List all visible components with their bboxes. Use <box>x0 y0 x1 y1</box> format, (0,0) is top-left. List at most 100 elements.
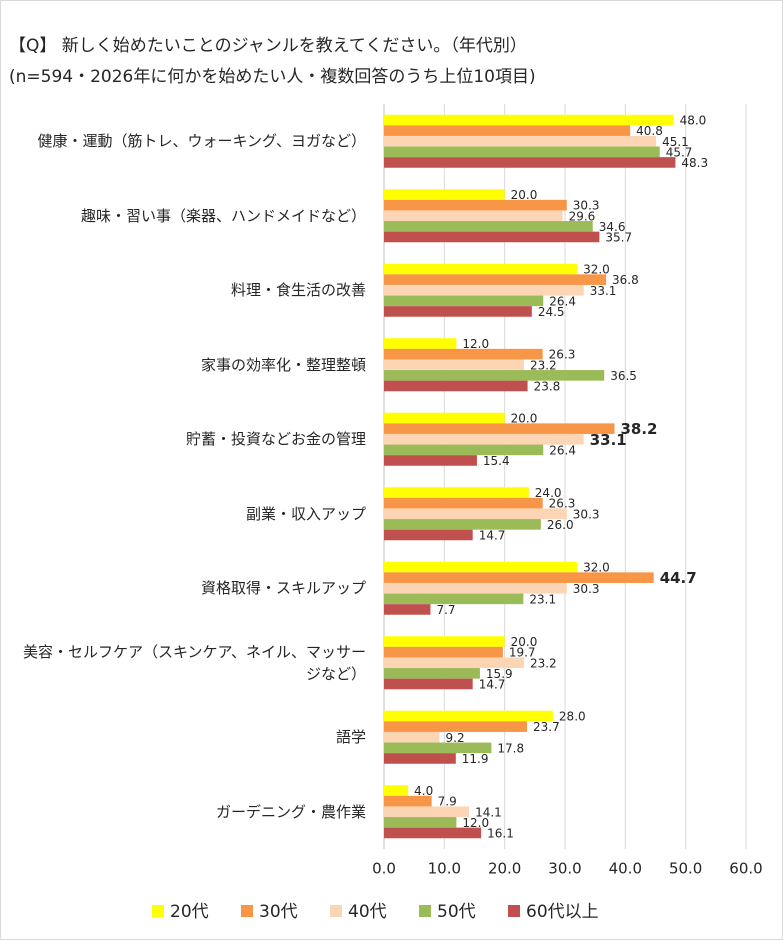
value-label: 19.7 <box>509 646 536 660</box>
value-label: 45.7 <box>666 145 693 159</box>
bar <box>384 359 524 371</box>
bar <box>384 274 607 285</box>
value-label: 15.4 <box>483 454 510 468</box>
bar <box>384 817 457 828</box>
value-label: 44.7 <box>660 569 697 587</box>
x-tick-label: 0.0 <box>372 860 396 878</box>
bar <box>384 370 605 381</box>
bar <box>384 189 505 200</box>
value-label: 14.7 <box>479 528 506 542</box>
value-label: 20.0 <box>511 412 538 426</box>
value-label: 12.0 <box>462 816 489 830</box>
bar <box>384 529 473 541</box>
value-label: 34.6 <box>599 220 626 234</box>
value-label: 23.7 <box>533 720 560 734</box>
legend-swatch <box>419 905 431 917</box>
bar <box>384 582 567 594</box>
bar <box>384 433 584 445</box>
chart-title: 【Q】 新しく始めたいことのジャンルを教えてください。（年代別） <box>9 36 527 56</box>
chart-subtitle: (n=594・2026年に何かを始めたい人・複数回答のうち上位10項目) <box>9 67 536 87</box>
bar <box>384 348 543 360</box>
bar <box>384 497 543 509</box>
value-label: 28.0 <box>559 710 586 724</box>
value-label: 7.7 <box>436 603 455 617</box>
value-label: 26.3 <box>549 348 576 362</box>
value-label: 14.1 <box>475 805 502 819</box>
y-tick-label: 貯蓄・投資などお金の管理 <box>185 430 366 449</box>
bar <box>384 604 431 615</box>
legend-swatch <box>508 905 520 917</box>
bar <box>384 295 544 307</box>
value-label: 15.9 <box>486 667 513 681</box>
legend-label: 20代 <box>170 902 209 922</box>
y-tick-label: 料理・食生活の改善 <box>230 281 366 300</box>
value-label: 48.3 <box>681 156 708 170</box>
value-label: 23.1 <box>529 592 556 606</box>
x-tick-label: 50.0 <box>669 860 702 878</box>
y-tick-label: 語学 <box>335 728 366 747</box>
bar <box>384 135 657 147</box>
value-label: 36.8 <box>612 273 639 287</box>
value-label: 11.9 <box>462 752 489 766</box>
value-label: 32.0 <box>583 263 610 277</box>
bar <box>384 306 532 317</box>
y-tick-label: ガーデニング・農作業 <box>215 802 366 821</box>
bar <box>384 210 563 222</box>
bar <box>384 710 553 722</box>
value-label: 12.0 <box>462 337 489 351</box>
bar <box>384 678 473 690</box>
bar <box>384 444 544 456</box>
value-label: 45.1 <box>662 135 689 149</box>
value-label: 9.2 <box>446 731 465 745</box>
value-label: 30.3 <box>573 582 600 596</box>
y-tick-label: 家事の効率化・整理整頓 <box>200 355 366 374</box>
x-tick-label: 40.0 <box>609 860 642 878</box>
x-tick-label: 60.0 <box>729 860 762 878</box>
bar <box>384 668 480 679</box>
value-label: 24.0 <box>535 486 562 500</box>
legend-swatch <box>152 905 164 917</box>
legend-swatch <box>330 905 342 917</box>
bar <box>384 593 524 605</box>
value-label: 7.9 <box>438 795 457 809</box>
bar <box>384 636 505 647</box>
value-label: 26.0 <box>547 518 574 532</box>
legend-label: 40代 <box>348 902 387 922</box>
value-label: 23.2 <box>530 358 557 372</box>
value-label: 26.4 <box>549 294 576 308</box>
bar <box>384 657 524 669</box>
bar <box>384 561 578 573</box>
bar <box>384 795 432 807</box>
bar <box>384 646 503 658</box>
legend-label: 30代 <box>259 902 298 922</box>
bar <box>384 125 631 136</box>
value-label: 23.2 <box>530 656 557 670</box>
bar <box>384 423 615 434</box>
bar <box>384 827 482 839</box>
legend-label: 60代以上 <box>526 902 599 922</box>
bar <box>384 199 567 211</box>
y-tick-label: 資格取得・スキルアップ <box>200 579 366 598</box>
value-label: 30.3 <box>573 199 600 213</box>
bar <box>384 412 505 424</box>
bar <box>384 146 660 158</box>
bar <box>384 731 440 743</box>
value-label: 48.0 <box>680 114 707 128</box>
y-tick-label: 副業・収入アップ <box>245 504 366 523</box>
value-label: 40.8 <box>636 124 663 138</box>
bar <box>384 380 528 392</box>
value-label: 38.2 <box>620 420 657 438</box>
value-label: 33.1 <box>590 284 617 298</box>
bar <box>384 753 456 764</box>
bar <box>384 785 409 796</box>
value-label: 23.8 <box>534 379 561 393</box>
x-tick-label: 10.0 <box>428 860 461 878</box>
y-tick-label: 趣味・習い事（楽器、ハンドメイドなど） <box>80 206 366 225</box>
bar <box>384 572 654 583</box>
value-label: 32.0 <box>583 561 610 575</box>
value-label: 20.0 <box>511 635 538 649</box>
bar <box>384 284 584 296</box>
y-tick-label: 美容・セルフケア（スキンケア、ネイル、マッサージなど） <box>22 642 366 683</box>
bar <box>384 487 529 498</box>
